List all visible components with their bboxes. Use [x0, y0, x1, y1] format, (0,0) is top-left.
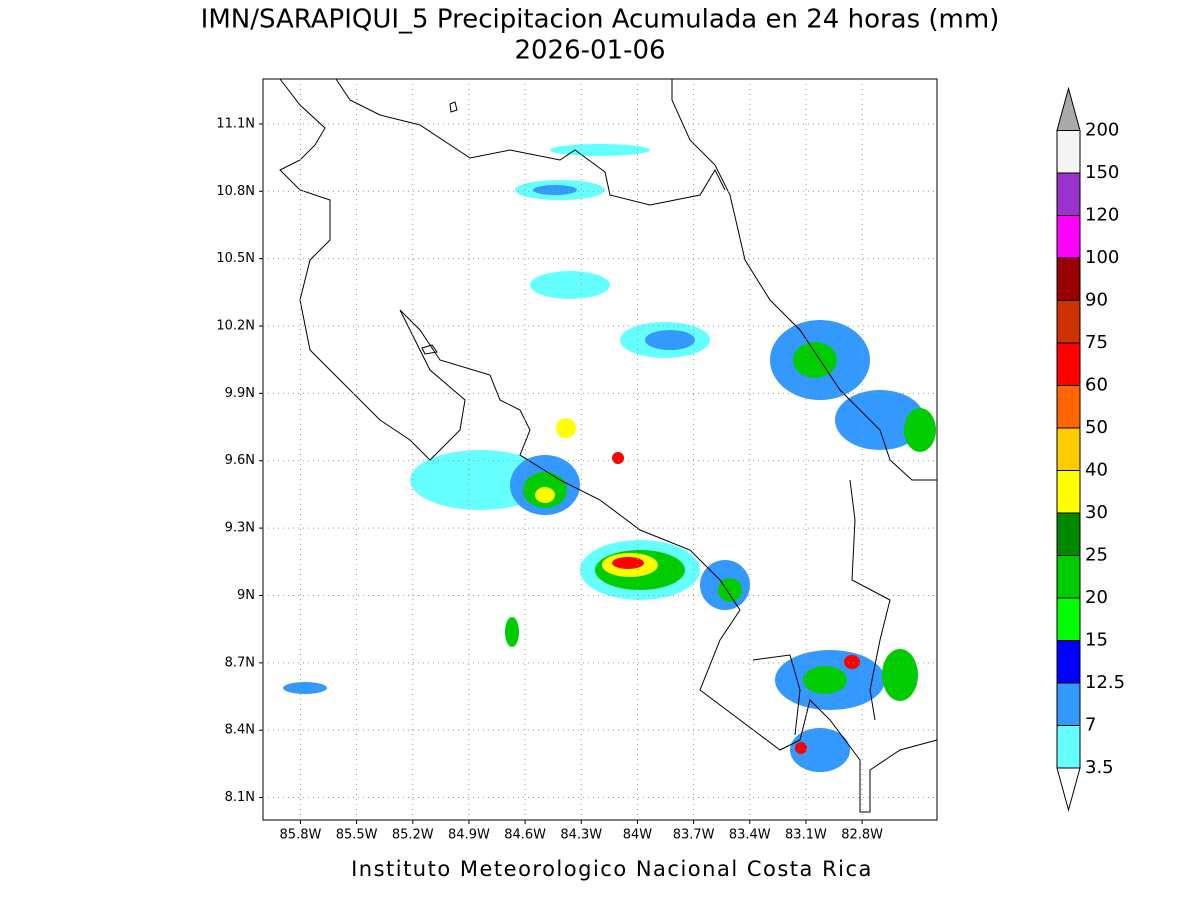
colorbar-label: 75 [1085, 332, 1108, 353]
lat-tick-label: 9.9N [225, 386, 255, 401]
colorbar-label: 30 [1085, 502, 1108, 523]
colorbar-box [1056, 682, 1081, 726]
lat-tick-label: 8.7N [225, 655, 255, 670]
colorbar-box [1056, 427, 1081, 471]
colorbar-box [1056, 597, 1081, 641]
lon-tick-label: 84.6W [504, 828, 546, 843]
colorbar-label: 200 [1085, 120, 1119, 141]
coastlines [279, 78, 938, 813]
lon-tick-label: 84.3W [560, 828, 602, 843]
colorbar-label: 120 [1085, 205, 1119, 226]
colorbar-label: 60 [1085, 375, 1108, 396]
colorbar-label: 20 [1085, 587, 1108, 608]
footer: Instituto Meteorologico Nacional Costa R… [351, 857, 873, 881]
lon-tick-label: 83.4W [729, 828, 771, 843]
lon-tick-label: 82.8W [841, 828, 883, 843]
subtitle: 2026-01-06 [514, 36, 665, 66]
colorbar-label: 7 [1085, 715, 1096, 736]
colorbar-box [1056, 172, 1081, 216]
title: IMN/SARAPIQUI_5 Precipitacion Acumulada … [201, 5, 1000, 35]
colorbar-label: 150 [1085, 162, 1119, 183]
lon-tick-label: 83.1W [785, 828, 827, 843]
colorbar-box [1056, 257, 1081, 301]
lon-tick-label: 85.8W [280, 828, 322, 843]
lat-tick-label: 10.2N [216, 319, 255, 334]
colorbar-label: 50 [1085, 417, 1108, 438]
lat-tick-label: 9N [237, 588, 255, 603]
colorbar-box [1056, 470, 1081, 514]
colorbar-label: 12.5 [1085, 672, 1125, 693]
lat-tick-label: 10.8N [216, 184, 255, 199]
lat-tick-label: 8.1N [225, 790, 255, 805]
lon-tick-label: 83.7W [673, 828, 715, 843]
colorbar-label: 40 [1085, 460, 1108, 481]
lon-tick-label: 84W [623, 828, 653, 843]
colorbar-label: 15 [1085, 630, 1108, 651]
lon-tick-label: 85.5W [336, 828, 378, 843]
colorbar-label: 90 [1085, 290, 1108, 311]
colorbar-box [1056, 300, 1081, 344]
lat-tick-label: 8.4N [225, 723, 255, 738]
colorbar-over-arrow [1056, 86, 1081, 131]
colorbar-label: 25 [1085, 545, 1108, 566]
colorbar-box [1056, 725, 1081, 769]
colorbar-box [1056, 512, 1081, 556]
colorbar-label: 100 [1085, 247, 1119, 268]
colorbar-box [1056, 640, 1081, 684]
colorbar-box [1056, 342, 1081, 386]
lat-tick-label: 10.5N [216, 251, 255, 266]
lon-tick-label: 84.9W [448, 828, 490, 843]
colorbar-label: 3.5 [1085, 757, 1114, 778]
colorbar-box [1056, 555, 1081, 599]
precipitation-field [283, 144, 936, 772]
colorbar-under-arrow [1056, 767, 1081, 812]
colorbar-box [1056, 215, 1081, 259]
colorbar-box [1056, 385, 1081, 429]
colorbar-box [1056, 130, 1081, 174]
lat-tick-label: 9.3N [225, 521, 255, 536]
lat-tick-label: 9.6N [225, 453, 255, 468]
lat-tick-label: 11.1N [216, 116, 255, 131]
map-frame [262, 78, 938, 821]
lon-tick-label: 85.2W [392, 828, 434, 843]
